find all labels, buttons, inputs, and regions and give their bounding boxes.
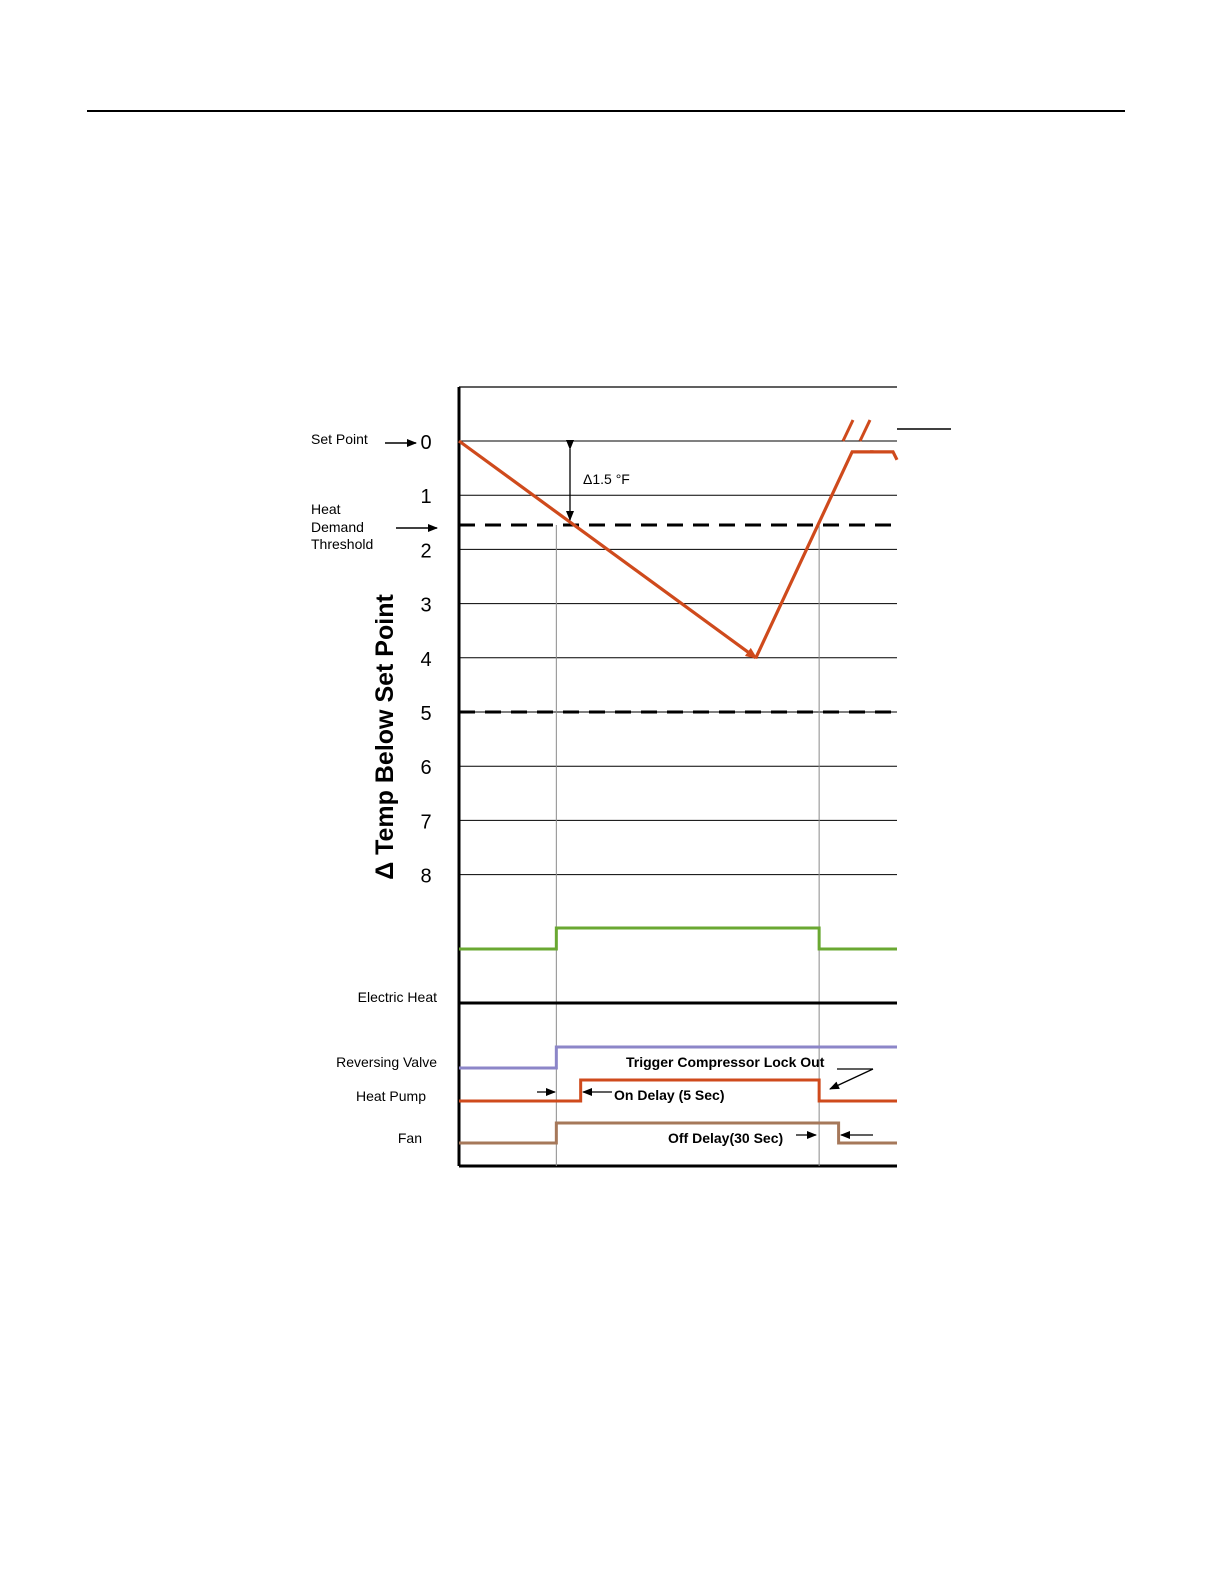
label-electric-heat: Electric Heat (358, 989, 437, 1005)
y-tick-7: 7 (420, 811, 431, 833)
y-tick-8: 8 (420, 866, 431, 888)
y-tick-5: 5 (420, 703, 431, 725)
off-delay-annotation: Off Delay(30 Sec) (668, 1130, 783, 1146)
threshold-label-line3: Threshold (311, 536, 373, 552)
page-top-rule (87, 110, 1125, 112)
signal-trace-top (459, 926, 897, 951)
y-axis-label: Δ Temp Below Set Point (371, 594, 399, 880)
delta-annotation: Δ1.5 °F (583, 471, 630, 487)
label-fan: Fan (398, 1130, 422, 1146)
y-tick-2: 2 (420, 540, 431, 562)
temperature-fall-segment (458, 439, 758, 660)
signal-trace-fan (459, 1121, 897, 1145)
y-tick-0: 0 (420, 432, 431, 454)
break-mark-2 (858, 419, 872, 442)
temperature-after-break (870, 450, 899, 461)
signal-trace-heat-pump (459, 1078, 897, 1103)
label-reversing-valve: Reversing Valve (336, 1054, 437, 1070)
on-delay-annotation: On Delay (5 Sec) (614, 1087, 725, 1103)
label-heat-pump: Heat Pump (356, 1088, 426, 1104)
trigger-lockout-annotation: Trigger Compressor Lock Out (626, 1054, 825, 1070)
grid-lines (459, 440, 897, 876)
y-tick-1: 1 (420, 486, 431, 508)
set-point-label: Set Point (311, 431, 368, 447)
y-tick-6: 6 (420, 757, 431, 779)
signal-traces (459, 926, 897, 1145)
y-tick-4: 4 (420, 649, 431, 671)
trigger-arrow-1 (829, 1068, 874, 1090)
threshold-label-line2: Demand (311, 519, 364, 535)
signal-trace-reversing-valve (459, 1045, 897, 1070)
temperature-series (458, 439, 899, 660)
temperature-rise-segment (754, 450, 874, 659)
y-tick-labels: 0 1 2 3 4 5 6 7 8 (420, 432, 431, 888)
y-tick-3: 3 (420, 595, 431, 617)
threshold-label-line1: Heat (311, 501, 341, 517)
break-mark-1 (841, 419, 855, 442)
